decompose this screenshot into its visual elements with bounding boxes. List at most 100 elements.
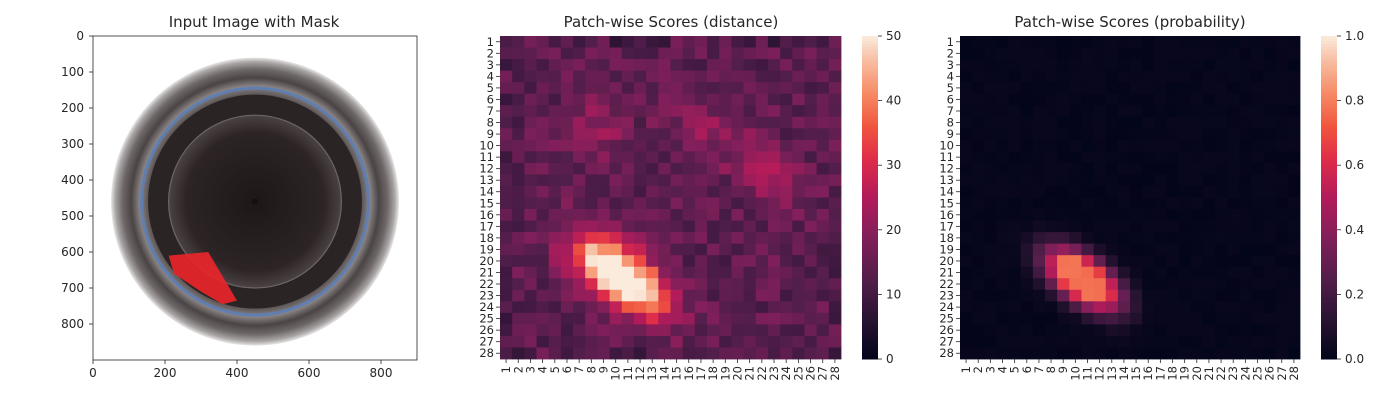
colorbar-segment — [1321, 337, 1337, 341]
heatmap-cell — [1227, 289, 1240, 302]
heatmap-cell — [682, 128, 696, 141]
col-tick-label: 24 — [1238, 366, 1252, 381]
heatmap-cell — [719, 93, 732, 106]
heatmap-cell — [512, 197, 525, 210]
heatmap-cell — [816, 220, 830, 233]
heatmap-cell — [1190, 174, 1204, 187]
heatmap-cell — [1142, 289, 1155, 302]
heatmap-cell — [585, 139, 598, 152]
col-tick-label: 21 — [743, 366, 757, 381]
heatmap-cell — [792, 220, 805, 233]
heatmap-cell — [548, 59, 562, 72]
heatmap-cell — [1190, 197, 1204, 210]
heatmap-cell — [1117, 59, 1131, 72]
col-tick-label: 18 — [706, 366, 720, 381]
heatmap-cell — [792, 255, 805, 268]
heatmap-cell — [646, 220, 659, 233]
colorbar-segment — [1321, 318, 1337, 322]
colorbar-segment — [1321, 36, 1337, 40]
heatmap-cell — [1178, 278, 1192, 291]
heatmap-cell — [780, 266, 793, 279]
heatmap-cell — [609, 266, 623, 279]
heatmap-cell — [670, 162, 684, 175]
heatmap-cell — [767, 347, 781, 360]
heatmap-cell — [1190, 105, 1204, 118]
row-tick-label: 11 — [939, 150, 954, 164]
heatmap-cell — [670, 59, 684, 72]
colorbar-segment — [862, 143, 878, 147]
heatmap-cell — [1008, 82, 1022, 95]
heatmap-cell — [707, 93, 720, 106]
heatmap-cell — [1239, 335, 1252, 348]
heatmap-cell — [984, 93, 997, 106]
y-tick-label: 800 — [61, 317, 84, 331]
col-tick-label: 19 — [1178, 366, 1192, 381]
heatmap-cell — [984, 162, 997, 175]
heatmap-cell — [731, 59, 744, 72]
heatmap-cell — [500, 174, 513, 187]
colorbar-segment — [1321, 181, 1337, 185]
heatmap-cell — [1008, 347, 1022, 360]
heatmap-cell — [1239, 185, 1252, 198]
heatmap-cell — [1166, 197, 1179, 210]
colorbar-segment — [862, 224, 878, 228]
heatmap-cell — [1202, 70, 1216, 83]
heatmap-cell — [707, 347, 720, 360]
heatmap-cell — [682, 278, 696, 291]
heatmap-cell — [1057, 347, 1070, 360]
colorbar-segment — [862, 73, 878, 77]
heatmap-cell — [1202, 36, 1216, 48]
heatmap-cell — [1093, 335, 1107, 348]
heatmap-cell — [996, 232, 1009, 245]
heatmap-cell — [767, 82, 781, 95]
heatmap-cell — [1020, 128, 1034, 141]
colorbar-segment — [862, 79, 878, 83]
heatmap-cell — [1239, 174, 1252, 187]
heatmap-cell — [1117, 301, 1131, 314]
heatmap-cell — [1275, 82, 1289, 95]
heatmap-cell — [1020, 70, 1034, 83]
heatmap-cell — [1178, 139, 1192, 152]
colorbar-segment — [1321, 208, 1337, 212]
heatmap-cell — [743, 185, 757, 198]
colorbar-segment — [1321, 105, 1337, 110]
heatmap-cell — [694, 47, 708, 60]
heatmap-cell — [1081, 116, 1094, 129]
heatmap-cell — [1069, 266, 1082, 279]
y-tick-label: 600 — [61, 245, 84, 259]
heatmap-cell — [597, 185, 611, 198]
heatmap-cell — [816, 185, 830, 198]
colorbar-segment — [862, 326, 878, 330]
heatmap-cell — [1020, 162, 1034, 175]
heatmap-cell — [1045, 162, 1058, 175]
heatmap-cell — [1275, 266, 1289, 279]
heatmap-cell — [1057, 59, 1070, 72]
heatmap-cell — [512, 185, 525, 198]
heatmap-cell — [560, 105, 574, 118]
heatmap-cell — [500, 312, 513, 325]
heatmap-cell — [597, 255, 611, 268]
heatmap-cell — [1057, 174, 1070, 187]
row-tick-label: 12 — [939, 162, 954, 176]
heatmap-cell — [500, 266, 513, 279]
heatmap-cell — [1178, 70, 1192, 83]
heatmap-cell — [1130, 174, 1143, 187]
heatmap-cell — [1117, 116, 1131, 129]
heatmap-cell — [1202, 47, 1216, 60]
heatmap-cell — [1239, 59, 1252, 72]
heatmap-cell — [1008, 139, 1022, 152]
heatmap-cell — [707, 185, 720, 198]
heatmap-cell — [828, 335, 842, 348]
colorbar-segment — [1321, 73, 1337, 77]
heatmap-cell — [1057, 82, 1070, 95]
heatmap-cell — [1008, 209, 1022, 221]
heatmap-cell — [780, 278, 793, 291]
heatmap-cell — [512, 335, 525, 348]
heatmap-cell — [1032, 347, 1046, 360]
heatmap-cell — [1190, 243, 1204, 256]
colorbar-segment — [1321, 254, 1337, 258]
heatmap-cell — [1093, 232, 1107, 245]
heatmap-cell — [1045, 93, 1058, 106]
colorbar-segment — [862, 299, 878, 303]
colorbar-segment — [862, 243, 878, 247]
